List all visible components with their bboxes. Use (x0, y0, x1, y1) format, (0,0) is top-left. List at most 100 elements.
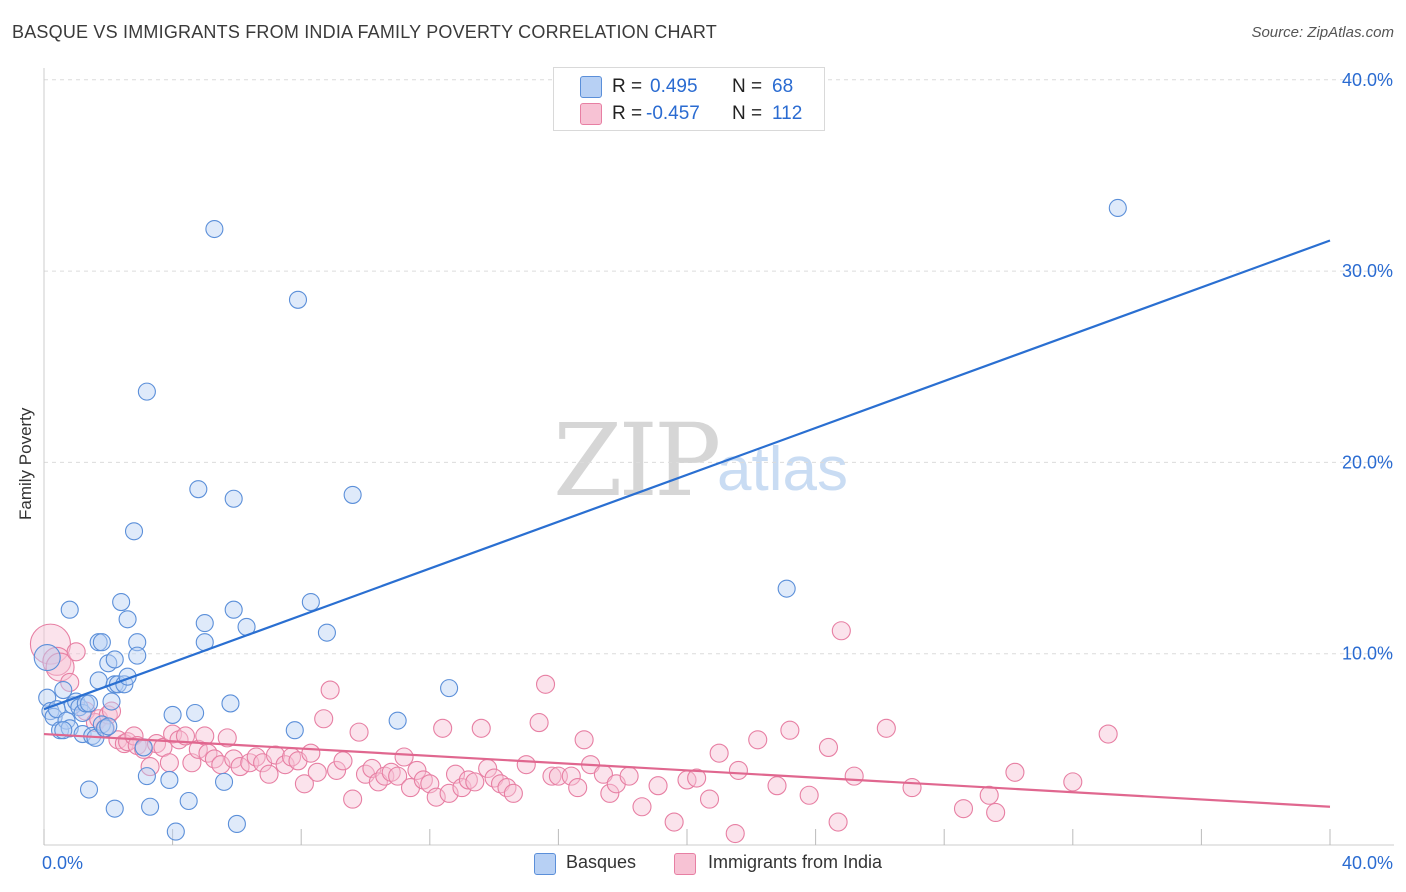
basques-point (166, 822, 185, 841)
basques-point (388, 711, 407, 730)
y-axis-label: Family Poverty (16, 407, 35, 520)
basques-point (137, 767, 156, 786)
india-point (327, 760, 347, 780)
basques-point (224, 489, 243, 508)
india-point (426, 787, 446, 807)
basques-point (179, 791, 198, 811)
x-tick-label-left: 0.0% (42, 853, 83, 873)
y-tick-label: 10.0% (1342, 644, 1393, 664)
india-point (979, 785, 999, 805)
basques-point (1108, 198, 1127, 218)
india-point (953, 799, 974, 819)
india-point (140, 757, 160, 777)
watermark-atlas: atlas (717, 435, 848, 504)
india-point (568, 778, 588, 798)
basques-point (777, 579, 796, 598)
india-swatch (674, 853, 696, 875)
basques-point (301, 592, 320, 612)
basques-point (189, 480, 208, 499)
india-point (320, 680, 340, 700)
y-tick-label: 30.0% (1342, 261, 1393, 281)
basques-point (160, 770, 179, 790)
x-tick-label-right: 40.0% (1342, 853, 1393, 873)
india-point (748, 730, 768, 750)
india-point (828, 812, 848, 832)
basques-point (105, 650, 124, 669)
basques-point (227, 814, 246, 834)
india-point (986, 802, 1006, 823)
basques-point (99, 717, 118, 736)
n-value: 112 (772, 103, 803, 124)
watermark-zip: ZIP (553, 402, 721, 519)
india-point (831, 621, 851, 641)
india-point (230, 757, 250, 777)
legend-label: Immigrants from India (708, 852, 883, 872)
basques-point (92, 633, 111, 652)
india-point (632, 797, 652, 817)
basques-point (137, 382, 156, 401)
india-point (175, 726, 196, 746)
basques-point (163, 705, 182, 724)
legend-label: Basques (566, 852, 637, 872)
india-point (542, 766, 562, 786)
india-point (465, 772, 485, 792)
legend-row-india: R = -0.457 N = 112 (554, 100, 824, 128)
india-point (535, 674, 556, 694)
india-point (452, 778, 472, 798)
basques-point (128, 633, 147, 652)
india-point (307, 762, 327, 782)
india-point (709, 743, 729, 763)
basques-point (41, 702, 60, 721)
basques-point (288, 290, 308, 309)
india-point (503, 783, 523, 803)
r-label: R = (612, 76, 643, 97)
series-india-points (29, 621, 1118, 844)
correlation-legend: R = 0.495 N = 68 R = -0.457 N = 112 (553, 67, 825, 131)
basques-point (128, 646, 147, 665)
india-point (516, 755, 536, 775)
india-point (1098, 724, 1118, 744)
india-swatch (580, 103, 602, 125)
india-point (66, 642, 86, 662)
india-point (1063, 772, 1083, 792)
basques-trend-line (43, 239, 1331, 711)
india-point (687, 768, 707, 788)
basques-point (79, 780, 99, 799)
axes (43, 68, 1394, 846)
r-value: -0.457 (646, 103, 700, 124)
source-label: Source: ZipAtlas.com (1251, 24, 1394, 41)
basques-point (118, 610, 137, 629)
india-point (1005, 762, 1025, 782)
india-point (159, 753, 179, 773)
india-point (725, 823, 745, 844)
india-point (561, 766, 581, 786)
basques-point (102, 692, 121, 711)
india-point (301, 743, 321, 763)
india-point (433, 718, 453, 738)
india-point (407, 760, 427, 780)
y-tick-label: 40.0% (1342, 70, 1393, 90)
basques-point (440, 679, 459, 698)
india-point (902, 778, 922, 798)
legend-row-basques: R = 0.495 N = 68 (554, 73, 824, 101)
n-label: N = (732, 103, 763, 124)
india-point (259, 764, 279, 784)
india-point (42, 646, 72, 676)
india-point (664, 812, 684, 832)
india-point (876, 718, 896, 738)
basques-point (73, 703, 92, 723)
basques-point (205, 219, 224, 239)
india-point (343, 789, 363, 809)
basques-point (60, 600, 79, 619)
india-point (600, 783, 620, 803)
india-point (349, 722, 369, 742)
basques-point (224, 600, 243, 619)
india-point (648, 776, 668, 796)
basques-point (33, 643, 61, 672)
india-point (728, 760, 748, 780)
india-point (275, 755, 295, 775)
basques-swatch (580, 76, 602, 98)
basques-point (134, 738, 153, 757)
n-value: 68 (772, 76, 794, 97)
grid-lines (44, 79, 1394, 655)
